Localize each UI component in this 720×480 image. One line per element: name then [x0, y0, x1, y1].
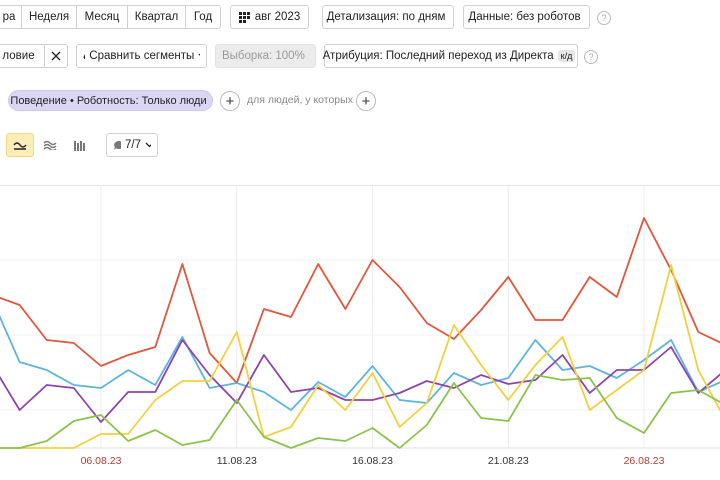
period-button[interactable]: ра	[0, 5, 22, 29]
compare-button[interactable]: Сравнить сегменты	[76, 44, 207, 68]
x-tick-label: 06.08.23	[81, 455, 122, 467]
sample-dropdown: Выборка: 100%	[215, 44, 316, 68]
series-dropdown[interactable]: 7/7	[106, 133, 158, 157]
x-tick-label: 16.08.23	[352, 455, 393, 467]
close-icon	[51, 51, 61, 61]
condition-dropdown[interactable]: ловие	[0, 44, 45, 68]
segment-hint: для людей, у которых	[247, 94, 353, 106]
date-text: авг 2023	[254, 11, 301, 23]
x-tick-label: 21.08.23	[488, 455, 529, 467]
period-button[interactable]: Год	[185, 5, 221, 29]
attribution-dropdown[interactable]: Атрибуция: Последний переход из Директа к…	[322, 44, 578, 68]
chevron	[198, 53, 200, 56]
close-button[interactable]	[44, 44, 68, 68]
help-icon[interactable]: ?	[584, 50, 598, 64]
segment-text: Поведение • Роботность: Только люди	[10, 94, 207, 107]
line-icon	[13, 142, 27, 150]
period-button[interactable]: Квартал	[127, 5, 186, 29]
attribution-text: Атрибуция: Последний переход из Директа	[322, 50, 554, 62]
series-line	[0, 315, 720, 411]
chart: 06.08.23 11.08.23 16.08.23 21.08.23 26.08.23	[0, 185, 720, 467]
series-line	[0, 217, 720, 384]
series-line	[0, 339, 720, 423]
detail-text: Детализация: по дням	[326, 11, 446, 23]
attribution-badge: к/д	[557, 50, 576, 62]
data-text: Данные: без роботов	[468, 11, 581, 23]
x-tick-label: 26.08.23	[624, 455, 665, 467]
chevron	[145, 142, 151, 148]
segment-chip[interactable]: Поведение • Роботность: Только люди	[8, 90, 213, 111]
period-button[interactable]: Месяц	[76, 5, 128, 29]
series-line	[0, 374, 720, 449]
compare-text: Сравнить сегменты	[89, 50, 195, 62]
area-chart-button[interactable]	[37, 133, 63, 157]
data-dropdown[interactable]: Данные: без роботов	[463, 5, 590, 29]
calendar-icon	[238, 11, 250, 23]
compare-icon	[83, 52, 86, 59]
condition-text: ловие	[2, 50, 35, 62]
series-line	[0, 264, 720, 449]
period-button[interactable]: Неделя	[21, 5, 77, 29]
bar-chart-button[interactable]	[66, 133, 94, 157]
add-button[interactable]: +	[356, 91, 376, 111]
comment-icon	[114, 140, 121, 150]
line-chart-button[interactable]	[6, 133, 34, 157]
sample-text: Выборка: 100%	[222, 50, 305, 62]
detail-dropdown[interactable]: Детализация: по дням	[322, 5, 454, 29]
add-button[interactable]: +	[220, 91, 240, 111]
series-count: 7/7	[125, 139, 141, 151]
date-button[interactable]: авг 2023	[230, 5, 309, 29]
x-tick-label: 11.08.23	[217, 455, 257, 467]
area-icon	[43, 140, 57, 150]
help-icon[interactable]: ?	[597, 11, 611, 25]
bar-icon	[74, 140, 85, 151]
